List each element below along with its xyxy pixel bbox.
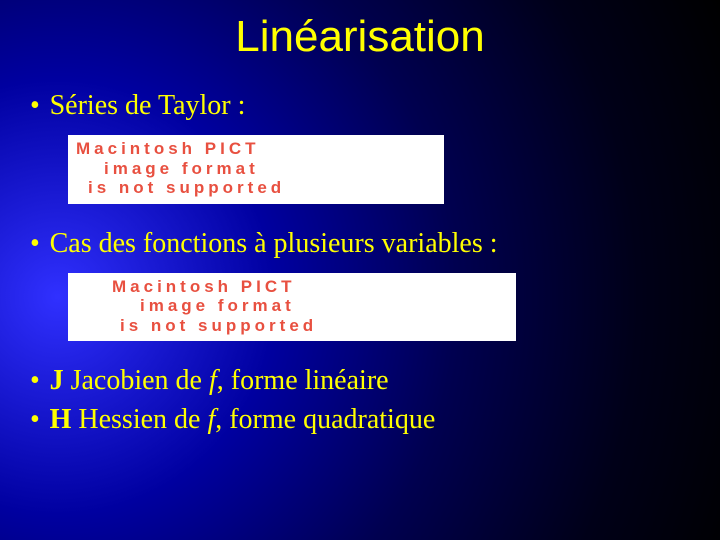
pict-error-line: image format [76,296,508,316]
bullet-text: Jacobien de [64,365,209,396]
bullet-dot-icon: • [30,226,50,261]
pict-error-line: Macintosh PICT [76,139,436,159]
bullet-text: Hessien de [71,404,207,435]
pict-error-line: is not supported [76,316,508,336]
bullet-dot-icon: • [30,363,50,398]
bullet-text: , forme quadratique [215,404,435,435]
slide: Linéarisation •Séries de Taylor : Macint… [0,0,720,540]
bullet-item: •H Hessien de f, forme quadratique [30,402,690,437]
bullet-item: •Séries de Taylor : [30,88,690,123]
bullet-dot-icon: • [30,402,50,437]
slide-body: •Séries de Taylor : Macintosh PICT image… [30,84,690,441]
pict-error-line: image format [76,159,436,179]
pict-error-line: Macintosh PICT [76,277,508,297]
bullet-lead-symbol: H [50,404,72,435]
bullet-text: Cas des fonctions à plusieurs variables … [50,228,498,259]
bullet-text: , forme linéaire [217,365,389,396]
pict-error-box: Macintosh PICT image format is not suppo… [68,135,444,204]
pict-error-box: Macintosh PICT image format is not suppo… [68,273,516,342]
bullet-dot-icon: • [30,88,50,123]
slide-title: Linéarisation [0,12,720,62]
bullet-lead-symbol: J [50,365,64,396]
bullet-item: •J Jacobien de f, forme linéaire [30,363,690,398]
bullet-text: Séries de Taylor : [50,90,246,121]
bullet-italic-f: f [209,365,217,396]
pict-error-line: is not supported [76,178,436,198]
bullet-item: •Cas des fonctions à plusieurs variables… [30,226,690,261]
